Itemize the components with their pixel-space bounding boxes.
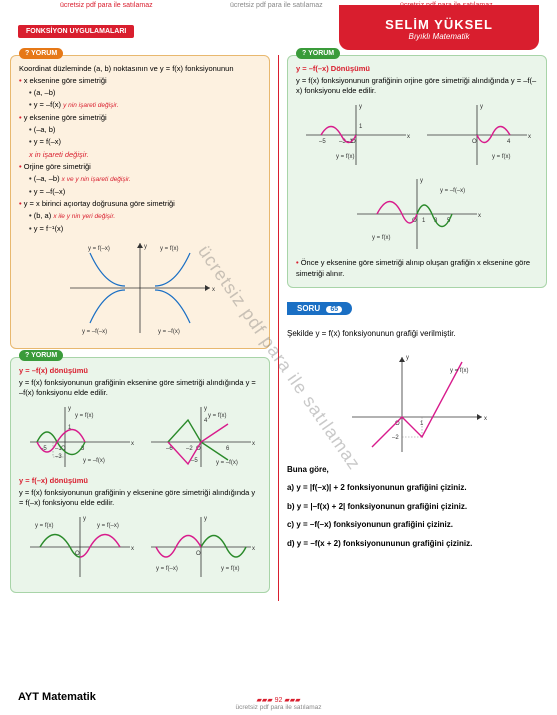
svg-text:y = f(x): y = f(x) bbox=[450, 368, 469, 374]
svg-text:x: x bbox=[212, 287, 215, 293]
box-tag: ? YORUM bbox=[296, 48, 340, 59]
item-y-axis: y eksenine göre simetriği bbox=[19, 113, 261, 123]
subtitle-1: y = –f(x) dönüşümü bbox=[19, 366, 261, 376]
page-header: ücretsiz pdf para ile satılamaz ücretsiz… bbox=[0, 0, 557, 55]
footer-brand: AYT Matematik bbox=[18, 691, 96, 703]
svg-text:y = f(x): y = f(x) bbox=[160, 246, 179, 252]
svg-text:y = f(x): y = f(x) bbox=[372, 235, 391, 241]
svg-text:x: x bbox=[131, 546, 134, 552]
svg-text:y = –f(–x): y = –f(–x) bbox=[440, 188, 465, 194]
q-lead: Buna göre, bbox=[287, 465, 547, 475]
graph-fmx-2: x y O y = f(–x) y = f(x) bbox=[146, 512, 256, 582]
svg-text:–5: –5 bbox=[191, 458, 198, 464]
svg-text:x: x bbox=[407, 134, 410, 140]
intro-text: Koordinat düzleminde (a, b) noktasının v… bbox=[19, 64, 261, 74]
svg-text:y: y bbox=[204, 406, 207, 412]
watermark-top-2: ücretsiz pdf para ile satılamaz bbox=[230, 2, 323, 9]
question-block: Şekilde y = f(x) fonksiyonunun grafiği v… bbox=[287, 329, 547, 549]
svg-text:y = f(x): y = f(x) bbox=[221, 566, 240, 572]
svg-text:y = f(–x): y = f(–x) bbox=[156, 566, 178, 572]
svg-text:y: y bbox=[480, 104, 483, 110]
svg-text:y = –f(–x): y = –f(–x) bbox=[82, 329, 107, 335]
desc-1: y = f(x) fonksiyonunun grafiğinin ekseni… bbox=[19, 378, 261, 398]
q-d: d) y = –f(x + 2) fonksiyonununun grafiği… bbox=[287, 539, 547, 549]
svg-text:6: 6 bbox=[226, 446, 230, 452]
svg-text:4: 4 bbox=[507, 139, 511, 145]
svg-text:y = –f(x): y = –f(x) bbox=[216, 460, 238, 466]
section-tab: FONKSİYON UYGULAMALARI bbox=[18, 25, 134, 38]
brand-name: SELİM YÜKSEL bbox=[339, 17, 539, 32]
svg-text:y: y bbox=[83, 516, 86, 522]
graph-mfx-2: xy –6–2O6 4–5 y = f(x) y = –f(x) bbox=[146, 402, 256, 472]
page-footer: AYT Matematik ▰▰▰ 92 ▰▰▰ ücretsiz pdf pa… bbox=[0, 696, 557, 711]
svg-text:y = –f(x): y = –f(x) bbox=[83, 458, 105, 464]
svg-text:x: x bbox=[131, 441, 134, 447]
left-column: ? YORUM Koordinat düzleminde (a, b) nokt… bbox=[10, 55, 270, 601]
svg-text:y = f(–x): y = f(–x) bbox=[88, 246, 110, 252]
svg-text:O: O bbox=[472, 139, 477, 145]
svg-text:y: y bbox=[406, 355, 409, 361]
yorum-box-2: ? YORUM y = –f(x) dönüşümü y = f(x) fonk… bbox=[10, 357, 270, 594]
svg-text:–5: –5 bbox=[319, 139, 326, 145]
svg-text:x: x bbox=[478, 213, 481, 219]
brand-banner: SELİM YÜKSEL Bıyıklı Matematik bbox=[339, 5, 539, 50]
item-x-axis: x eksenine göre simetriği bbox=[19, 76, 261, 86]
box-tag: ? YORUM bbox=[19, 48, 63, 59]
graph-mfmx-2: x y O 4 y = f(x) bbox=[422, 100, 532, 170]
svg-text:y = f(x): y = f(x) bbox=[336, 154, 355, 160]
desc-1: y = f(x) fonksiyonunun grafiğinin orjine… bbox=[296, 76, 538, 96]
q-a: a) y = |f(–x)| + 2 fonksiyonunun grafiği… bbox=[287, 483, 547, 493]
svg-text:y: y bbox=[204, 516, 207, 522]
svg-text:y = f(x): y = f(x) bbox=[75, 413, 94, 419]
box-tag: ? YORUM bbox=[19, 350, 63, 361]
svg-text:y: y bbox=[420, 178, 423, 184]
svg-text:x: x bbox=[528, 134, 531, 140]
svg-text:–2: –2 bbox=[392, 435, 399, 441]
svg-text:y = –f(x): y = –f(x) bbox=[158, 329, 180, 335]
svg-text:y = f(–x): y = f(–x) bbox=[97, 523, 119, 529]
yorum-box-1: ? YORUM Koordinat düzleminde (a, b) nokt… bbox=[10, 55, 270, 349]
desc-2: y = f(x) fonksiyonunun grafiğinin y ekse… bbox=[19, 488, 261, 508]
right-column: ? YORUM y = –f(–x) Dönüşümü y = f(x) fon… bbox=[287, 55, 547, 601]
desc-2: Önce y eksenine göre simetriği alınıp ol… bbox=[296, 258, 538, 278]
q-c: c) y = –f(–x) fonksiyonunun grafiğini çi… bbox=[287, 520, 547, 530]
svg-text:y = f(x): y = f(x) bbox=[35, 523, 54, 529]
svg-text:–2: –2 bbox=[186, 446, 193, 452]
item-origin: Orjine göre simetriği bbox=[19, 162, 261, 172]
subtitle: y = –f(–x) Dönüşümü bbox=[296, 64, 538, 74]
svg-text:x: x bbox=[252, 441, 255, 447]
graph-fmx-1: xyO y = f(x) y = f(–x) bbox=[25, 512, 135, 582]
yorum-box-3: ? YORUM y = –f(–x) Dönüşümü y = f(x) fon… bbox=[287, 55, 547, 288]
svg-text:y = f(x): y = f(x) bbox=[492, 154, 511, 160]
svg-text:y: y bbox=[359, 104, 362, 110]
item-bisector: y = x birinci açıortay doğrusuna göre si… bbox=[19, 199, 261, 209]
graph-mfmx-3: xy O513 y = –f(–x) y = f(x) y = –f(–x) bbox=[352, 174, 482, 254]
q-graph: xy O 1 –2 y = f(x) bbox=[342, 347, 492, 457]
footer-watermark: ücretsiz pdf para ile satılamaz bbox=[0, 704, 557, 711]
svg-text:O: O bbox=[196, 551, 201, 557]
svg-text:y = f(x): y = f(x) bbox=[208, 413, 227, 419]
svg-text:x: x bbox=[484, 416, 487, 422]
q-b: b) y = |–f(x) + 2| fonksiyonunun grafiği… bbox=[287, 502, 547, 512]
brand-subtitle: Bıyıklı Matematik bbox=[339, 32, 539, 41]
subtitle-2: y = f(–x) dönüşümü bbox=[19, 476, 261, 486]
svg-text:y: y bbox=[68, 406, 71, 412]
soru-badge: SORU 65 bbox=[287, 302, 352, 315]
q-intro: Şekilde y = f(x) fonksiyonunun grafiği v… bbox=[287, 329, 547, 339]
svg-text:1: 1 bbox=[422, 218, 426, 224]
graph-mfmx-1: xy –5–3–1O 1 y = f(x) bbox=[301, 100, 411, 170]
watermark-top-1: ücretsiz pdf para ile satılamaz bbox=[60, 2, 153, 9]
quadrant-graph: x y y = f(x) y = f(–x) y = –f(x) y = –f(–… bbox=[60, 238, 220, 338]
svg-text:x: x bbox=[252, 546, 255, 552]
svg-text:1: 1 bbox=[359, 124, 363, 130]
graph-mfx-1: xy –5–1O3 1–3 y = f(x) y = –f(x) bbox=[25, 402, 135, 472]
svg-text:y: y bbox=[144, 244, 147, 250]
